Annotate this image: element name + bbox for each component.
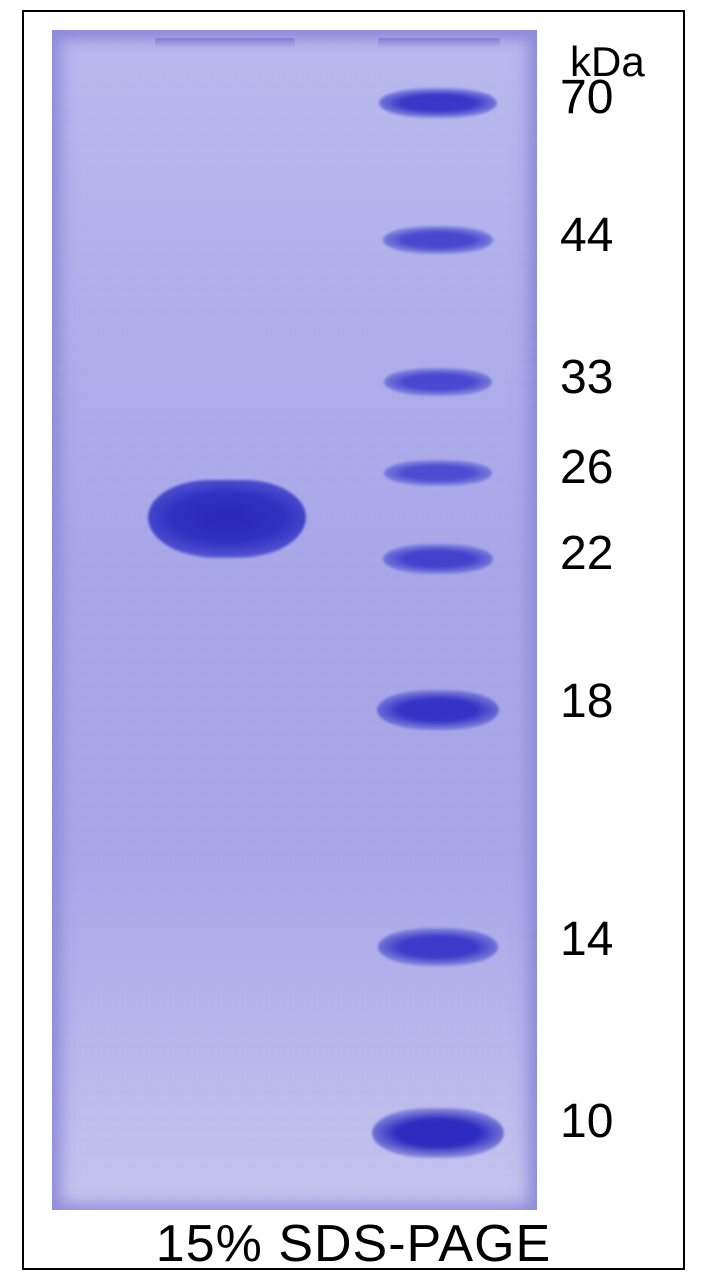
mw-label: 14 xyxy=(560,912,613,967)
gel-area xyxy=(52,30,537,1210)
mw-label: 26 xyxy=(560,440,613,495)
ladder-band xyxy=(372,1108,504,1158)
mw-label: 33 xyxy=(560,350,613,405)
mw-label: 44 xyxy=(560,208,613,263)
mw-label: 22 xyxy=(560,526,613,581)
mw-label: 18 xyxy=(560,674,613,729)
gel-texture xyxy=(52,30,537,1210)
mw-label: 10 xyxy=(560,1094,613,1149)
ladder-band xyxy=(378,928,498,966)
ladder-band xyxy=(377,690,499,730)
gel-caption: 15% SDS-PAGE xyxy=(0,1214,707,1274)
ladder-band xyxy=(384,368,492,396)
ladder-band xyxy=(379,88,497,118)
gel-well xyxy=(378,38,500,48)
mw-unit-label: kDa xyxy=(570,38,645,86)
ladder-band xyxy=(383,544,493,574)
ladder-band xyxy=(384,460,492,486)
gel-well xyxy=(155,38,295,48)
sample-band xyxy=(148,480,306,558)
ladder-band xyxy=(383,226,493,254)
